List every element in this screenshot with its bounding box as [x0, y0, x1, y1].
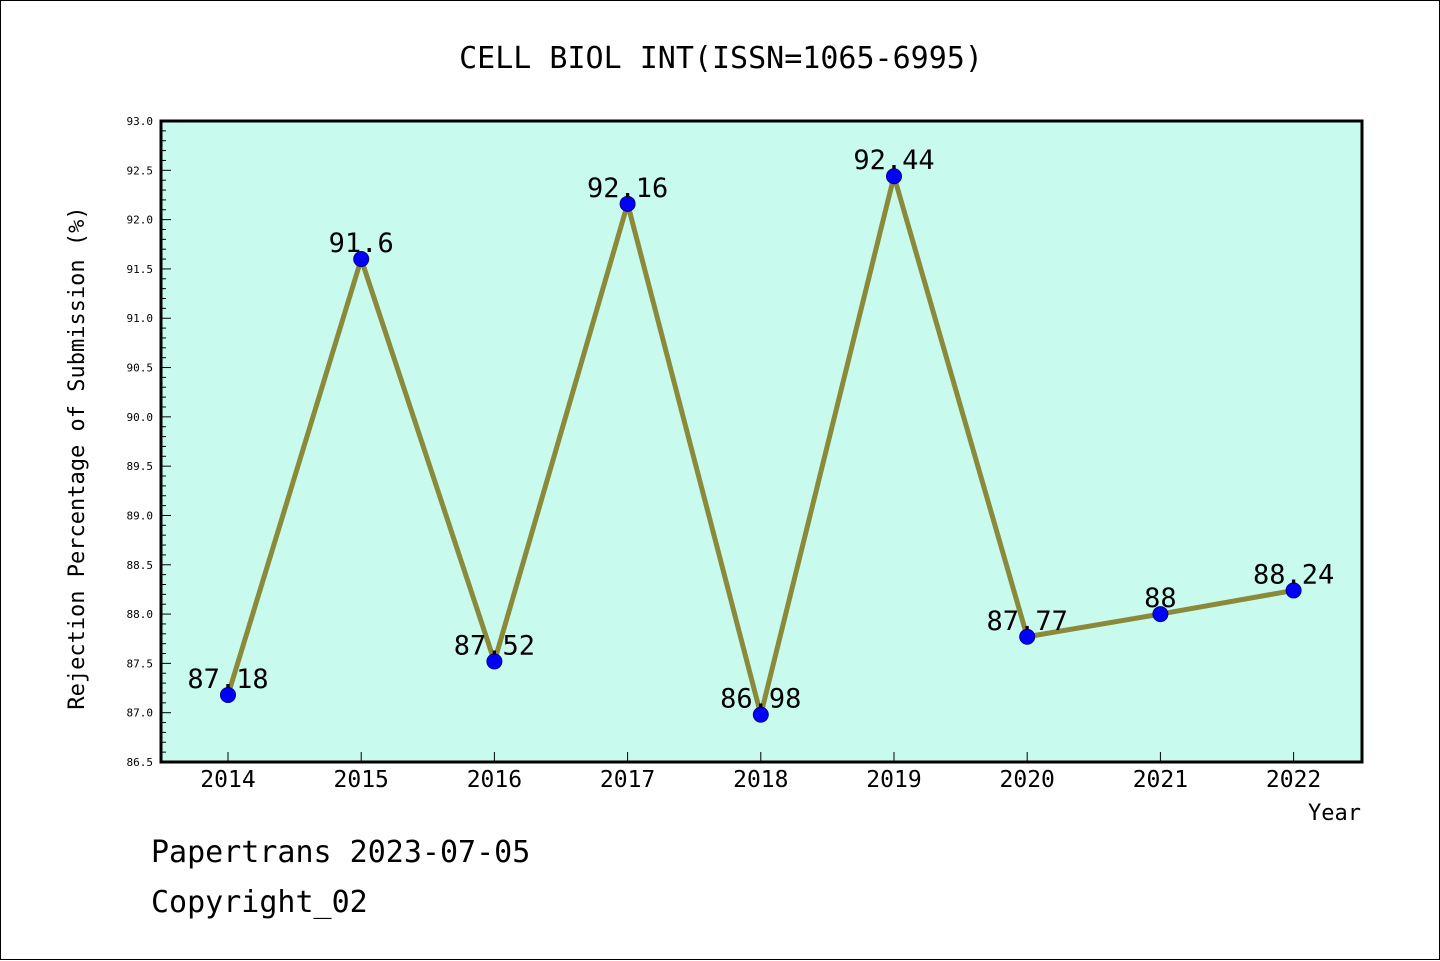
plot-area	[159, 119, 1364, 764]
x-tick-label: 2020	[1000, 767, 1055, 793]
y-tick-label: 89.5	[127, 460, 154, 473]
series-markers	[220, 168, 1302, 723]
y-tick-label: 90.5	[127, 362, 154, 375]
x-tick-label: 2022	[1266, 767, 1321, 793]
x-tick-label: 2017	[600, 767, 655, 793]
y-tick-label: 91.0	[127, 312, 154, 325]
data-label: 92.44	[853, 145, 934, 176]
y-tick-label: 92.0	[127, 214, 154, 227]
x-tick-label: 2014	[200, 767, 255, 793]
y-axis-label: Rejection Percentage of Submission (%)	[65, 206, 90, 709]
x-tick-label: 2018	[733, 767, 788, 793]
y-tick-label: 87.5	[127, 657, 154, 670]
y-axis-ticks: 86.5 87.0 87.5 88.0 88.5 89.0 89.5 90.0 90.5 91.0…	[127, 115, 171, 769]
footer-date-text: Papertrans 2023-07-05	[151, 835, 531, 870]
x-tick-label: 2019	[866, 767, 921, 793]
y-tick-label: 92.5	[127, 164, 154, 177]
data-point-marker	[619, 195, 636, 212]
data-label: 87.18	[187, 664, 268, 695]
x-tick-label: 2015	[334, 767, 389, 793]
data-point-marker	[752, 706, 769, 723]
footer-copyright-text: Copyright_02	[151, 885, 368, 920]
data-point-marker	[486, 653, 503, 670]
x-axis-label: Year	[1308, 801, 1361, 826]
data-label: 88	[1144, 583, 1177, 614]
x-axis-ticks: 2014 2015 2016 2017 2018 2019 2020 2021 2022	[200, 752, 1321, 793]
y-tick-label: 88.0	[127, 608, 154, 621]
data-labels: 87.18 91.6 87.52 92.16 86.98 92.44 87.77 88 88.2…	[187, 145, 1334, 714]
data-label: 87.52	[454, 630, 535, 661]
data-point-marker	[1285, 582, 1302, 599]
chart-title: CELL BIOL INT(ISSN=1065-6995)	[459, 41, 983, 76]
y-tick-label: 93.0	[127, 115, 154, 128]
x-tick-label: 2021	[1133, 767, 1188, 793]
data-point-marker	[1019, 628, 1036, 645]
y-tick-label: 88.5	[127, 559, 154, 572]
data-label: 87.77	[987, 606, 1068, 637]
data-label: 92.16	[587, 173, 668, 204]
data-point-marker	[353, 251, 370, 268]
data-label: 86.98	[720, 684, 801, 715]
y-tick-label: 91.5	[127, 263, 154, 276]
x-tick-label: 2016	[467, 767, 522, 793]
data-label: 91.6	[329, 228, 394, 259]
y-tick-label: 87.0	[127, 707, 154, 720]
data-label: 88.24	[1253, 559, 1334, 590]
data-point-marker	[220, 686, 236, 703]
y-tick-label: 90.0	[127, 411, 154, 424]
data-point-marker	[1152, 606, 1169, 623]
y-tick-label: 89.0	[127, 509, 154, 522]
y-tick-label: 86.5	[127, 756, 154, 769]
data-point-marker	[886, 168, 902, 185]
